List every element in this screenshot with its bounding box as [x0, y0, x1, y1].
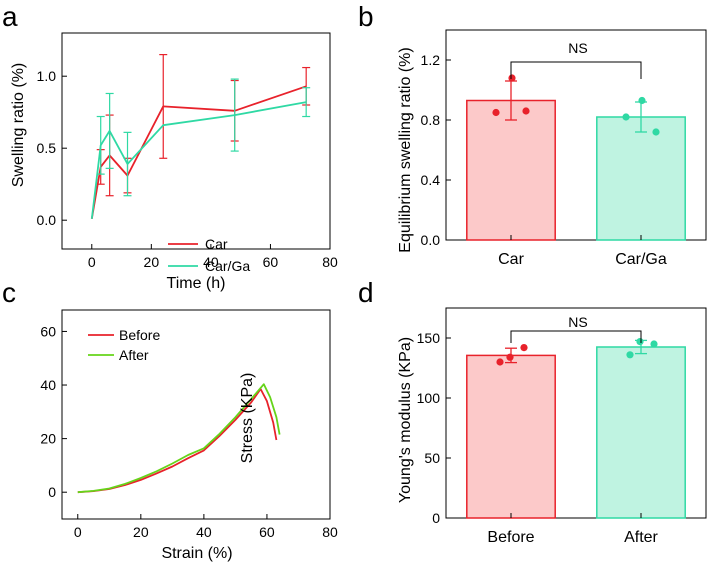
- data-point-b-0-2: [522, 107, 530, 115]
- panel-c: c 0 20 40 60 80 0 20 40 60 Stress (KPa) Strain (…: [2, 277, 338, 562]
- panel-d: d 0 50 100 150 Before After Young's modulus (…: [358, 277, 707, 546]
- bar-b-0: [466, 99, 556, 241]
- y-tick-label-c-1: 20: [40, 431, 56, 447]
- panel-c-ylabel: Stress (KPa): [239, 373, 256, 464]
- x-tick-label-a-0: 0: [88, 254, 96, 270]
- series-line-a-1: [90, 101, 307, 219]
- panel-c-letter: c: [2, 277, 16, 308]
- data-point-b-0-1: [508, 74, 516, 82]
- panel-c-xlabel: Strain (%): [161, 545, 232, 562]
- x-tick-label-c-3: 60: [259, 524, 275, 540]
- y-tick-label-d-2: 100: [417, 390, 441, 406]
- panel-a-frame: [61, 32, 331, 250]
- data-point-d-1-0: [626, 351, 634, 359]
- panel-b-plot: 0.0 0.4 0.8 1.2 Car Car/Ga: [421, 29, 707, 268]
- panel-d-ylabel: Young's modulus (KPa): [397, 337, 414, 503]
- panel-a-ylabel: Swelling ratio (%): [10, 63, 27, 187]
- y-tick-label-a-1: 0.5: [37, 140, 57, 156]
- category-label-b-1: Car/Ga: [615, 251, 667, 268]
- panel-b-significance: NS: [568, 40, 587, 56]
- legend-label-carga: Car/Ga: [205, 258, 250, 274]
- panel-c-frame: [61, 309, 331, 520]
- bar-d-0: [466, 354, 556, 519]
- panel-a-legend: Car Car/Ga: [168, 236, 250, 274]
- panel-a: a 0 20 40 60 800.00.51.0 Swelling ratio (%) …: [2, 1, 338, 292]
- x-tick-label-c-2: 40: [196, 524, 212, 540]
- y-tick-label-c-3: 60: [40, 323, 56, 339]
- y-tick-label-c-2: 40: [40, 377, 56, 393]
- panel-a-plot: 0 20 40 60 80 0.0 0.5 1.0: [37, 32, 338, 270]
- panel-d-frame: [445, 307, 707, 519]
- y-tick-label-b-0: 0.0: [421, 232, 441, 248]
- category-label-b-0: Car: [498, 251, 524, 268]
- data-point-d-0-0: [496, 358, 504, 366]
- panel-d-letter: d: [358, 277, 374, 308]
- y-tick-label-d-1: 50: [424, 450, 440, 466]
- x-tick-label-c-0: 0: [74, 524, 82, 540]
- panel-d-plot: 0 50 100 150 Before After: [417, 307, 707, 546]
- significance-bracket-b: [510, 61, 642, 79]
- data-point-d-0-2: [520, 344, 528, 352]
- panel-b: b 0.0 0.4 0.8 1.2 Car Car/Ga Equilibrium swel…: [358, 1, 707, 268]
- data-point-b-1-2: [652, 128, 660, 136]
- bar-b-1: [596, 116, 686, 241]
- significance-bracket-d: [510, 330, 642, 343]
- panel-c-legend: Before After: [88, 327, 160, 363]
- y-tick-label-b-3: 1.2: [421, 52, 441, 68]
- x-tick-label-a-3: 60: [263, 254, 279, 270]
- panel-b-ylabel: Equilibrium swelling ratio (%): [397, 47, 414, 252]
- bar-d-1: [596, 346, 686, 519]
- data-point-d-0-1: [506, 353, 514, 361]
- x-tick-label-c-1: 20: [133, 524, 149, 540]
- data-point-d-1-1: [636, 338, 644, 346]
- series-line-a-0: [90, 85, 307, 219]
- y-tick-label-c-0: 0: [48, 484, 56, 500]
- data-point-b-0-0: [492, 108, 500, 117]
- x-tick-label-c-4: 80: [322, 524, 338, 540]
- category-label-d-0: Before: [487, 529, 534, 546]
- legend-label-before: Before: [119, 327, 160, 343]
- data-point-b-1-0: [622, 113, 630, 121]
- category-label-d-1: After: [624, 529, 658, 546]
- y-tick-label-a-0: 0.0: [37, 212, 57, 228]
- y-tick-label-a-2: 1.0: [37, 68, 57, 84]
- panel-a-letter: a: [2, 1, 18, 32]
- legend-label-after: After: [119, 347, 149, 363]
- legend-label-car: Car: [205, 236, 228, 252]
- panel-b-letter: b: [358, 1, 374, 32]
- y-tick-label-b-1: 0.4: [421, 172, 441, 188]
- x-tick-label-a-2: 40: [203, 254, 219, 270]
- panel-c-plot: 0 20 40 60 80 0 20 40 60: [40, 309, 338, 540]
- data-point-b-1-1: [638, 96, 646, 105]
- panel-a-xlabel: Time (h): [167, 275, 226, 292]
- x-tick-label-a-1: 20: [144, 254, 160, 270]
- x-tick-label-a-4: 80: [322, 254, 338, 270]
- panel-d-significance: NS: [568, 314, 587, 330]
- data-point-d-1-2: [650, 340, 658, 348]
- y-tick-label-d-3: 150: [417, 330, 441, 346]
- series-line-c-1: [77, 383, 281, 494]
- y-tick-label-b-2: 0.8: [421, 112, 441, 128]
- y-tick-label-d-0: 0: [432, 510, 440, 526]
- panel-b-frame: [445, 29, 707, 241]
